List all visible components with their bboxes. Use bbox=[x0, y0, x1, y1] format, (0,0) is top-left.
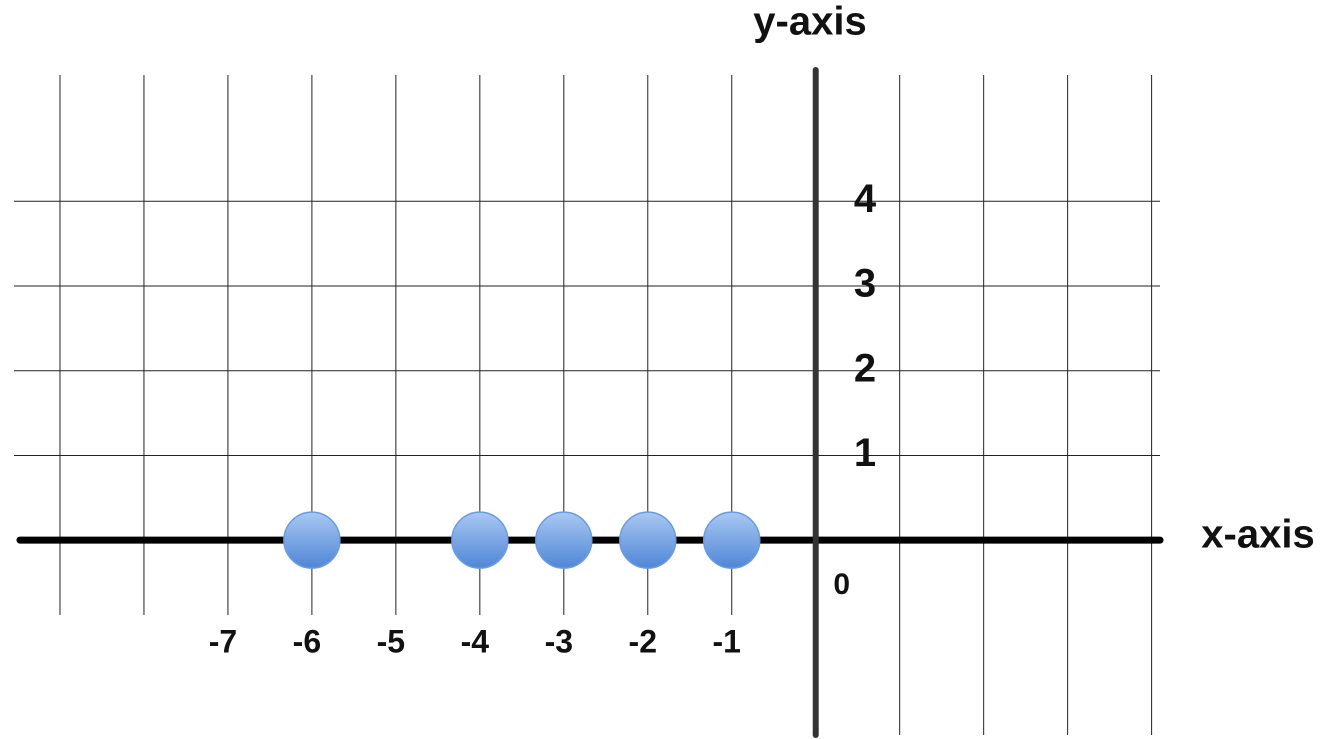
point bbox=[619, 511, 677, 569]
y-tick-label: 4 bbox=[854, 177, 877, 221]
x-tick-label: 0 bbox=[833, 568, 850, 601]
x-tick-label: -4 bbox=[461, 623, 490, 659]
y-tick-label: 3 bbox=[854, 262, 876, 306]
x-tick-label: -5 bbox=[377, 623, 405, 659]
x-tick-label: -7 bbox=[209, 623, 237, 659]
point bbox=[535, 511, 593, 569]
point bbox=[703, 511, 761, 569]
x-tick-label: -1 bbox=[713, 623, 741, 659]
y-tick-label: 1 bbox=[854, 431, 876, 475]
point bbox=[283, 511, 341, 569]
x-axis-title: x-axis bbox=[1201, 513, 1314, 557]
x-tick-label: -3 bbox=[545, 623, 573, 659]
x-tick-label: -6 bbox=[293, 623, 321, 659]
y-tick-label: 2 bbox=[854, 346, 876, 390]
x-tick-label: -2 bbox=[629, 623, 657, 659]
y-axis-title: y-axis bbox=[753, 0, 866, 44]
point bbox=[451, 511, 509, 569]
